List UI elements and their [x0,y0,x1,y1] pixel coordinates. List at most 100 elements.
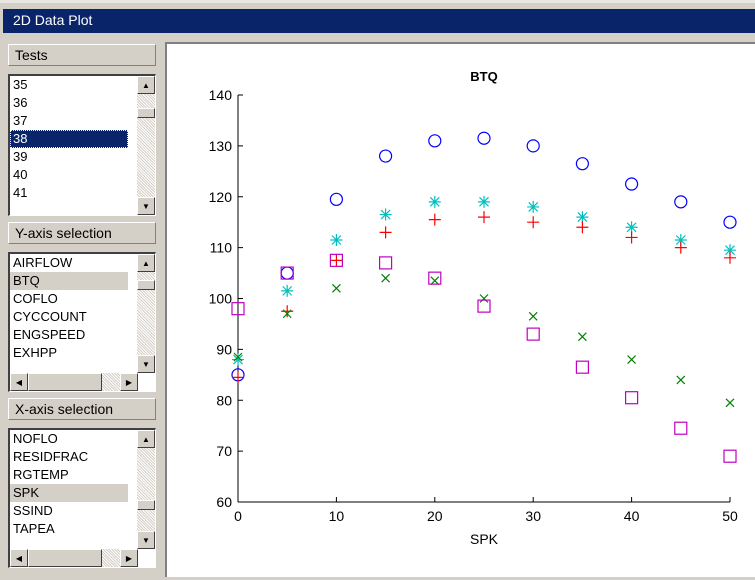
x-axis-vscroll[interactable]: ▲ ▼ [137,430,155,549]
scroll-left-icon[interactable]: ◀ [10,373,28,391]
plus-point [281,305,294,318]
plus-point [232,371,244,384]
x-axis-items: NOFLO RESIDFRAC RGTEMP SPK SSIND TAPEA [10,430,128,538]
circle-point [379,149,393,163]
star-point [527,200,540,213]
plus-point [330,254,343,267]
x-axis-listbox[interactable]: NOFLO RESIDFRAC RGTEMP SPK SSIND TAPEA ▲ ▼ ◀ … [8,428,156,568]
x-axis-scroll-thumb[interactable] [137,500,155,510]
circle-point [625,177,639,191]
x-axis-label: SPK [470,531,499,547]
tests-listbox[interactable]: 35 36 37 38 39 40 41 ▲ ▼ [8,74,156,216]
scroll-up-icon[interactable]: ▲ [137,254,155,272]
plus-point [478,211,490,224]
plus-point [428,213,441,226]
scroll-up-icon[interactable]: ▲ [137,76,155,94]
y-tick-label: 100 [209,291,233,307]
y-axis-list-item[interactable]: EXHPP [13,345,58,360]
tests-list-item[interactable]: 36 [13,95,28,110]
y-axis-items: AIRFLOW BTQ COFLO CYCCOUNT ENGSPEED EXHPP [10,254,128,362]
tests-items: 35 36 37 38 39 40 41 [10,76,128,202]
tests-list-item[interactable]: 41 [13,185,28,200]
y-tick-label: 60 [216,494,232,510]
circle-point [280,266,294,280]
x-point [430,276,440,286]
y-axis-list-item[interactable]: AIRFLOW [13,255,73,270]
x-point [282,309,292,319]
star-point [428,195,441,208]
y-tick-label: 110 [210,240,233,256]
scroll-right-icon[interactable]: ▶ [120,373,138,391]
square-point [575,360,589,374]
plus-point [379,226,392,239]
y-axis-list-item[interactable]: COFLO [13,291,58,306]
square-point [674,421,688,435]
square-point [231,302,245,316]
x-tick-label: 50 [722,508,738,524]
y-tick-label: 140 [209,87,233,103]
x-point [479,294,489,303]
x-tick-label: 10 [329,508,345,524]
x-axis-list-item[interactable]: RGTEMP [13,467,69,482]
x-axis-list-item[interactable]: RESIDFRAC [13,449,89,464]
scroll-down-icon[interactable]: ▼ [137,355,155,373]
square-point [428,271,442,285]
x-axis-list-item[interactable]: SSIND [13,503,53,518]
star-point [379,208,392,221]
x-axis-list-item[interactable]: NOFLO [13,431,58,446]
x-tick-label: 30 [525,508,541,524]
plus-point [674,241,687,254]
tests-list-item[interactable]: 39 [13,149,28,164]
scroll-down-icon[interactable]: ▼ [137,531,155,549]
y-tick-label: 70 [216,443,232,459]
x-point [381,273,391,283]
x-axis-list-item[interactable]: SPK [10,484,128,502]
tests-list-item[interactable]: 37 [13,113,28,128]
y-axis-list-item[interactable]: CYCCOUNT [13,309,87,324]
x-point [528,311,538,321]
star-point [625,221,638,234]
scroll-left-icon[interactable]: ◀ [10,549,28,567]
circle-point [674,195,688,209]
tests-header: Tests [8,44,156,66]
square-point [379,256,393,270]
y-axis-header: Y-axis selection [8,222,156,244]
x-point [577,332,587,342]
scroll-right-icon[interactable]: ▶ [120,549,138,567]
x-point [725,398,735,408]
y-axis-header-label: Y-axis selection [15,225,112,241]
square-point [625,391,639,405]
x-axis-hscroll[interactable]: ◀ ▶ [10,549,138,567]
circle-point [477,131,491,145]
x-point [233,352,243,362]
x-point [676,375,686,385]
square-point [280,266,294,280]
tests-vscroll[interactable]: ▲ ▼ [137,76,155,215]
y-axis-vscroll[interactable]: ▲ ▼ [137,254,155,373]
y-axis-hscroll[interactable]: ◀ ▶ [10,373,138,391]
y-axis-scroll-thumb[interactable] [137,280,155,290]
x-axis-header-label: X-axis selection [15,401,114,417]
star-point [281,284,294,297]
tests-list-item[interactable]: 38 [10,130,128,148]
scroll-up-icon[interactable]: ▲ [137,430,155,448]
y-axis-list-item[interactable]: ENGSPEED [13,327,86,342]
tests-list-item[interactable]: 35 [13,77,28,92]
x-axis-list-item[interactable]: TAPEA [13,521,55,536]
star-point [674,233,687,246]
square-point [526,327,540,341]
top-edge [0,0,755,3]
y-axis-list-item[interactable]: BTQ [10,272,128,290]
plot-panel: 60 70 80 90 100 110 120 130 140 0 10 20 30 40 50 BTQ SPK [165,42,755,577]
tests-list-item[interactable]: 40 [13,167,28,182]
scroll-down-icon[interactable]: ▼ [137,197,155,215]
y-tick-label: 120 [209,189,233,205]
star-point [478,195,490,208]
y-tick-label: 80 [216,392,232,408]
y-axis-hscroll-thumb[interactable] [28,373,102,391]
x-tick-label: 20 [427,508,443,524]
y-axis-listbox[interactable]: AIRFLOW BTQ COFLO CYCCOUNT ENGSPEED EXHPP ▲ ▼… [8,252,156,392]
x-axis-hscroll-thumb[interactable] [28,549,102,567]
y-tick-label: 130 [209,138,233,154]
tests-scroll-thumb[interactable] [137,108,155,118]
